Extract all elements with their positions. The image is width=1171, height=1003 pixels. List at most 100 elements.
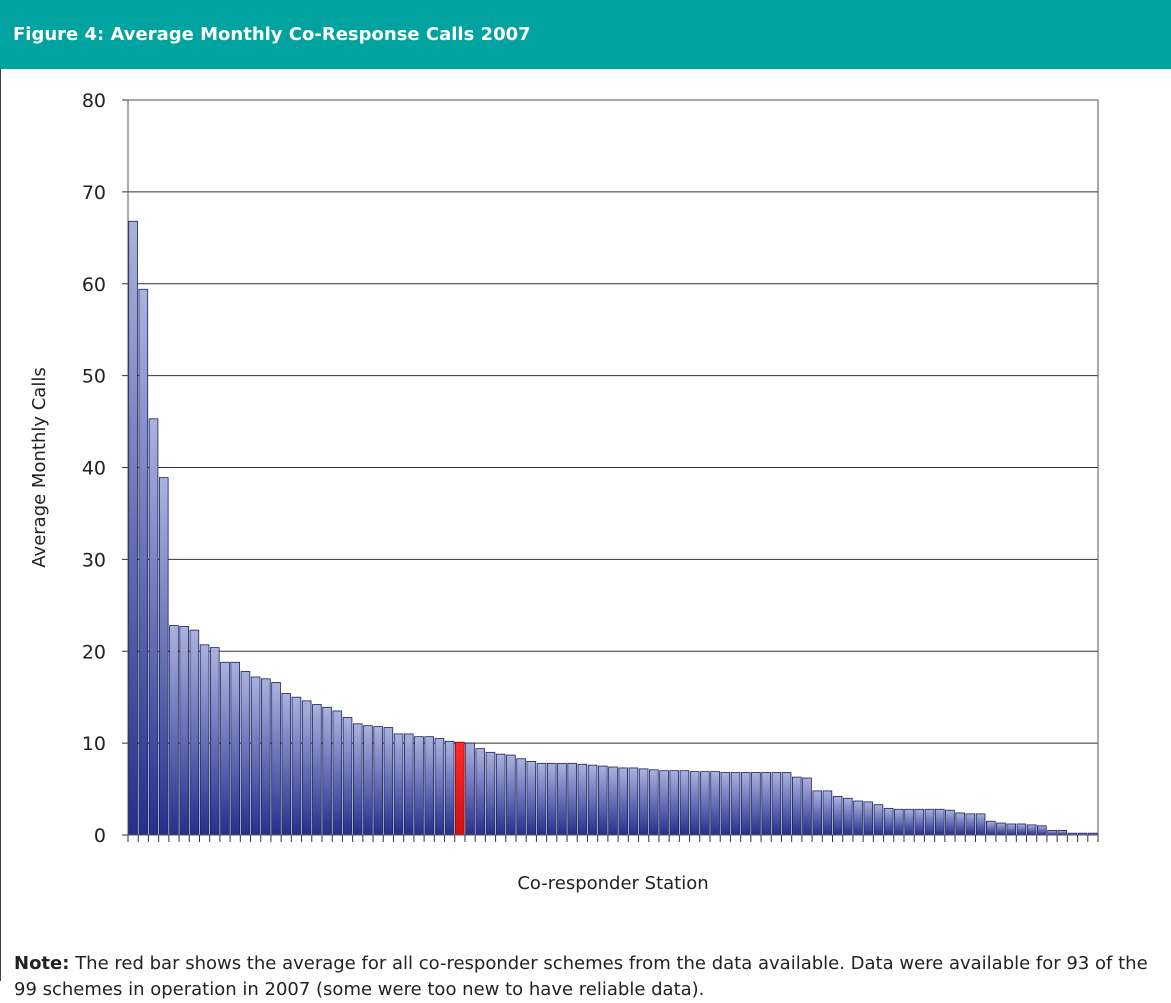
bar — [271, 682, 281, 836]
bar — [771, 772, 782, 836]
bar — [649, 769, 659, 836]
bar — [567, 762, 577, 836]
plot-frame — [127, 99, 1099, 836]
bar — [148, 418, 159, 836]
bar — [853, 800, 863, 836]
x-axis-label: Co-responder Station — [517, 873, 708, 894]
bar — [669, 770, 680, 836]
bar — [700, 771, 710, 836]
bar — [506, 754, 516, 836]
bar — [934, 808, 945, 836]
figure-header: Figure 4: Average Monthly Co-Response Ca… — [0, 0, 1171, 69]
bar — [179, 626, 189, 836]
bars — [128, 220, 1098, 836]
bar — [281, 693, 292, 836]
bar — [516, 758, 526, 836]
bar — [138, 288, 149, 836]
bar — [332, 710, 343, 836]
bar — [546, 762, 557, 836]
bar — [220, 661, 230, 836]
bar — [322, 706, 332, 836]
bar — [495, 753, 506, 836]
bar — [199, 644, 210, 836]
bar — [945, 809, 955, 836]
bar — [577, 763, 588, 836]
bar — [638, 768, 649, 836]
bar — [720, 772, 731, 836]
bar — [822, 790, 833, 836]
y-tick-label: 20 — [82, 641, 106, 663]
bar — [792, 776, 802, 836]
y-tick-label: 70 — [82, 182, 106, 204]
bar — [975, 813, 986, 836]
figure-panel: 0 10 20 30 40 50 60 70 80 Average Monthly Calls … — [0, 69, 1171, 1000]
bar — [250, 676, 261, 836]
bar — [1037, 825, 1047, 836]
bar — [843, 797, 853, 836]
bar — [434, 738, 445, 836]
bar — [955, 812, 965, 836]
bar — [598, 765, 608, 836]
y-tick-label: 80 — [82, 90, 106, 112]
note-label: Note: — [14, 953, 70, 974]
figure-title: Figure 4: Average Monthly Co-Response Ca… — [13, 24, 531, 45]
bar — [689, 771, 700, 836]
bar — [291, 696, 302, 836]
bar-average-highlight — [455, 741, 465, 836]
bar — [608, 766, 618, 836]
y-tick-label: 10 — [82, 733, 106, 755]
bar — [169, 625, 179, 836]
y-tick-label: 40 — [82, 458, 106, 480]
bar — [444, 740, 455, 836]
bar — [1026, 824, 1037, 836]
bar — [781, 772, 792, 836]
bar — [363, 725, 373, 836]
bar — [383, 727, 394, 836]
bar — [832, 796, 843, 836]
bar — [710, 771, 720, 836]
y-tick-labels: 0 10 20 30 40 50 60 70 80 — [82, 90, 128, 847]
bar — [659, 770, 669, 836]
bar — [475, 748, 486, 836]
bar — [403, 733, 414, 836]
bar — [536, 762, 547, 836]
bar — [352, 723, 363, 836]
x-tick-marks — [127, 835, 1099, 842]
bar — [261, 678, 271, 836]
grid-lines — [128, 99, 1098, 744]
bar — [342, 717, 353, 836]
bar — [965, 813, 976, 836]
bar — [740, 772, 751, 836]
bar — [128, 220, 138, 836]
y-tick-label: 60 — [82, 274, 106, 296]
bar — [628, 767, 639, 836]
bar — [679, 770, 690, 836]
bar — [485, 751, 496, 836]
bar — [301, 700, 312, 836]
bar — [1016, 823, 1027, 836]
bar — [393, 733, 404, 836]
bar — [986, 820, 996, 836]
bar — [1047, 830, 1057, 836]
bar — [158, 477, 169, 836]
bar — [373, 726, 383, 836]
bar — [209, 647, 220, 836]
bar — [761, 772, 771, 836]
figure-note: Note: The red bar shows the average for … — [14, 951, 1164, 1003]
bar — [414, 736, 424, 836]
bar — [914, 808, 925, 836]
bar — [802, 777, 812, 836]
bar — [1057, 830, 1068, 836]
bar — [465, 742, 475, 836]
bar — [996, 822, 1006, 836]
bar — [894, 808, 904, 836]
y-axis-label: Average Monthly Calls — [29, 367, 50, 567]
bar — [526, 761, 537, 836]
bar — [730, 772, 741, 836]
y-tick-label: 0 — [94, 825, 106, 847]
bar — [557, 762, 567, 836]
bar — [863, 801, 874, 836]
bar — [751, 772, 761, 836]
bar — [924, 808, 935, 836]
